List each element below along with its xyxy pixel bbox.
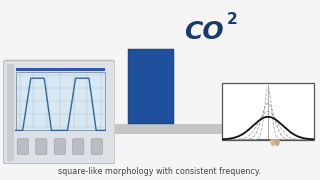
FancyBboxPatch shape <box>17 139 28 154</box>
FancyBboxPatch shape <box>91 139 102 154</box>
Bar <box>16 124 298 134</box>
FancyBboxPatch shape <box>3 60 115 164</box>
Polygon shape <box>275 140 279 145</box>
Bar <box>6 64 14 161</box>
Bar <box>15 68 105 71</box>
Bar <box>128 49 174 124</box>
Text: 2: 2 <box>227 12 238 27</box>
Text: CO: CO <box>184 20 224 44</box>
FancyBboxPatch shape <box>73 139 84 154</box>
FancyBboxPatch shape <box>54 139 65 154</box>
Bar <box>15 72 105 130</box>
FancyBboxPatch shape <box>36 139 47 154</box>
Polygon shape <box>271 140 275 145</box>
Text: square-like morphology with consistent frequency.: square-like morphology with consistent f… <box>59 166 261 176</box>
